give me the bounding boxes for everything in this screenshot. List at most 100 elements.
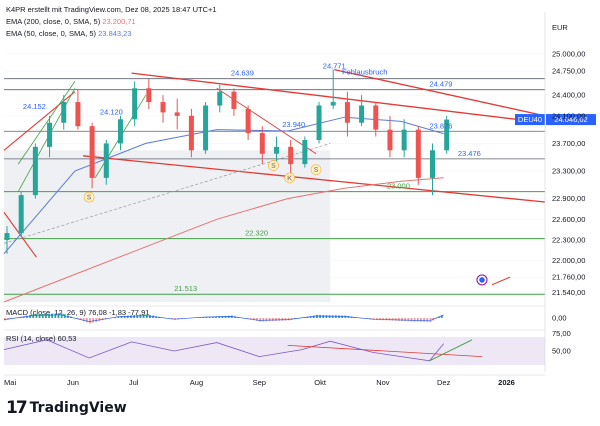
candle-body: [18, 195, 24, 234]
chart-annotation: 24.771: [323, 61, 346, 70]
level-label: 22.320: [245, 229, 268, 238]
candle-body: [359, 105, 365, 123]
macd-hist-bar: [334, 315, 337, 318]
chart-annotation: S: [271, 163, 276, 170]
macd-hist-bar: [275, 318, 277, 321]
trendline-fehlausbruch: [334, 68, 546, 117]
candle-body: [231, 91, 237, 109]
x-tick-label: Dez: [437, 378, 451, 387]
candle-body: [146, 88, 152, 103]
macd-hist-bar: [338, 315, 340, 318]
macd-hist-bar: [54, 313, 57, 318]
macd-hist-bar: [92, 318, 95, 323]
macd-hist-bar: [89, 318, 91, 324]
macd-hist-bar: [309, 316, 312, 318]
candle-body: [415, 129, 421, 178]
macd-hist-bar: [426, 318, 429, 323]
macd-hist-bar: [420, 318, 422, 322]
chart-annotation: 24.120: [100, 107, 123, 116]
macd-hist-bar: [130, 315, 132, 318]
macd-hist-bar: [126, 315, 129, 318]
ema-lines: [3, 116, 444, 303]
macd-hist-bar: [284, 318, 287, 321]
macd-hist-bar: [22, 316, 25, 318]
macd-hist-bar: [265, 318, 268, 322]
rsi-line: [3, 339, 445, 362]
y-tick-label: 24.400,00: [552, 91, 585, 100]
ema50-line: [3, 116, 444, 255]
currency-label: EUR: [552, 23, 568, 32]
rsi-tick-label: 50,00: [552, 347, 571, 356]
candle-body: [188, 115, 194, 151]
pattern-marker-bg: [284, 172, 295, 184]
macd-hist-bar: [394, 318, 397, 321]
axes: EUR 21.540,00 21.760,00 22.000,00 22.300,00 2…: [4, 12, 585, 387]
macd-hist-bar: [29, 315, 32, 318]
ema50-legend-value: 23.843,23: [98, 29, 132, 38]
candle-body: [61, 102, 67, 123]
candle-body: [103, 143, 109, 178]
macd-hist-bar: [48, 313, 50, 318]
macd-hist-bar: [312, 315, 315, 318]
macd-hist-bar: [35, 314, 38, 318]
x-tick-label: Aug: [190, 378, 203, 387]
macd-hist-bar: [438, 316, 440, 318]
candle-body: [288, 146, 294, 165]
macd-hist-bar: [85, 318, 88, 323]
macd-hist-bar: [413, 318, 416, 322]
candle-body: [259, 133, 265, 154]
macd-hist-bar: [341, 315, 344, 318]
macd-hist-bar: [325, 315, 328, 318]
y-tick-label: 22.000,00: [552, 256, 585, 265]
x-tick-label: 2026: [498, 378, 515, 387]
level-label: 23.476: [458, 149, 481, 158]
rsi-tick-label: 75,00: [552, 329, 571, 338]
macd-hist-bar: [79, 318, 82, 320]
chart-annotation: K: [287, 175, 292, 182]
macd-hist-bar: [224, 315, 227, 318]
macd-hist-bar: [145, 314, 148, 318]
macd-hist-bar: [123, 315, 126, 318]
candle-body: [203, 105, 209, 151]
macd-hist-bar: [227, 315, 230, 318]
macd-hist-bar: [60, 313, 63, 318]
macd-hist-bar: [120, 316, 123, 318]
candle-body: [89, 126, 95, 178]
symbol-badge-bg: [515, 114, 545, 126]
macd-hist-bar: [133, 315, 136, 318]
trendline-upper-channel: [131, 72, 546, 124]
candle-body: [4, 233, 10, 240]
candle-body: [373, 105, 379, 130]
rsi-pane: 75,00 50,00 RSI (14, close) 60,53: [3, 329, 571, 365]
macd-hist-bar: [38, 314, 41, 318]
ema50-legend[interactable]: EMA (50, close, 0, SMA, 5) 23.843,23: [6, 29, 132, 38]
level-label: 23.876: [430, 121, 453, 130]
chart-annotation: 24.152: [23, 102, 46, 111]
level-label: 24.479: [430, 80, 453, 89]
trendline-may-upper: [3, 91, 76, 151]
macd-pane: MACD (close, 12, 26, 9) 76,08 -1,83 -77,…: [3, 305, 567, 324]
macd-hist-bar: [322, 315, 325, 318]
trendline-dashed-support: [3, 143, 331, 244]
macd-hist-bar: [249, 318, 252, 320]
candlesticks: [4, 69, 450, 254]
macd-label: MACD (close, 12, 26, 9) 76,08 -1,83 -77,…: [6, 308, 149, 317]
candle-body: [302, 139, 308, 165]
trendline-lower-channel: [82, 155, 546, 203]
y-tick-label: 21.760,00: [552, 273, 585, 282]
x-tick-label: Mai: [4, 378, 16, 387]
y-tick-label: 22.900,00: [552, 194, 585, 203]
x-tick-label: Nov: [376, 378, 390, 387]
x-tick-label: Jul: [129, 378, 139, 387]
macd-hist-bar: [319, 315, 321, 318]
x-tick-label: Sep: [253, 378, 266, 387]
candle-body: [160, 102, 166, 113]
macd-hist-bar: [148, 315, 151, 318]
macd-hist-bar: [221, 316, 224, 318]
tradingview-logo[interactable]: 17 TradingView: [6, 398, 127, 418]
macd-hist-bar: [262, 318, 265, 322]
macd-hist-bar: [328, 315, 331, 318]
candle-body: [430, 150, 436, 178]
candle-body: [217, 91, 223, 106]
ema200-legend[interactable]: EMA (200, close, 0, SMA, 5) 23.200,71: [6, 17, 136, 26]
